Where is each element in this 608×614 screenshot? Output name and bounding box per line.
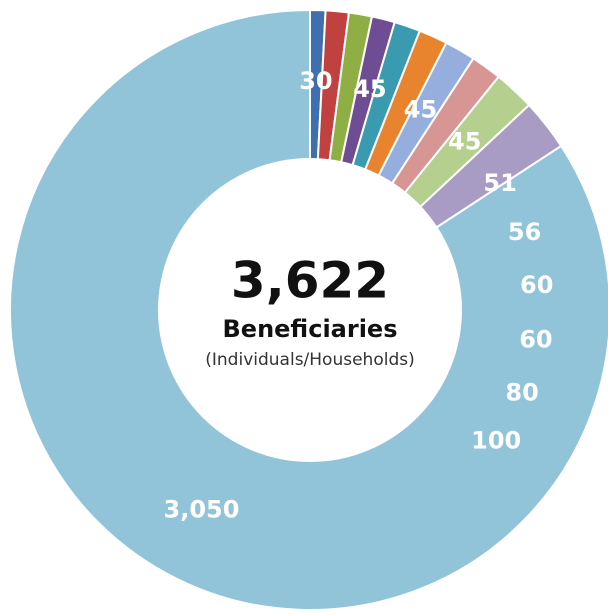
center-total: 3,622 [231,252,389,310]
value-label: 56 [508,218,541,246]
value-label: 45 [448,128,481,156]
value-label: 60 [520,271,553,299]
value-label: 100 [471,427,521,455]
donut-hole [158,158,462,462]
value-label: 45 [404,96,437,124]
value-label: 3,050 [164,496,240,524]
center-note: (Individuals/Households) [205,350,414,370]
value-label: 80 [505,379,538,407]
value-label: 30 [299,67,332,95]
value-label: 60 [519,326,552,354]
center-subtitle: Beneficiaries [223,315,398,343]
value-label: 51 [483,169,516,197]
value-label: 45 [353,75,386,103]
